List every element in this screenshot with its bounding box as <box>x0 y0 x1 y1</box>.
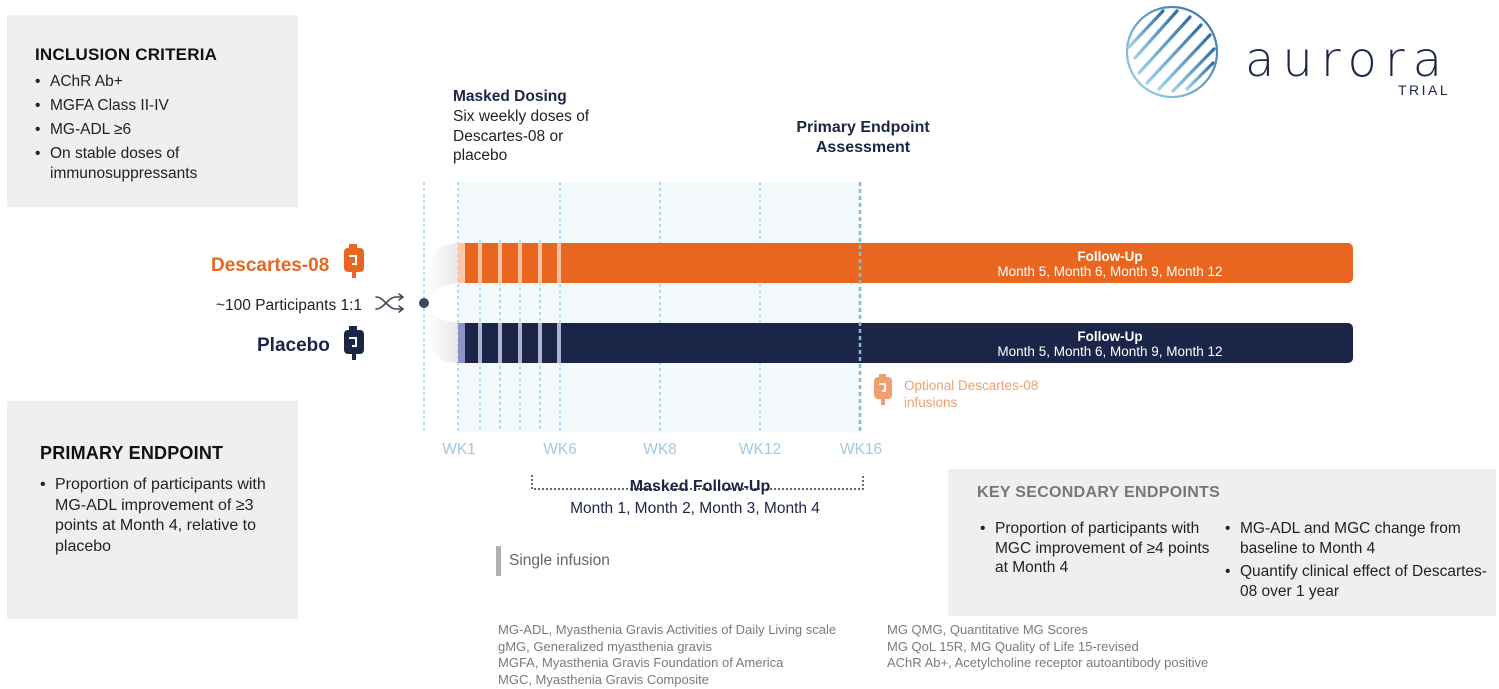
abbreviation-item: MG QoL 15R, MG Quality of Life 15-revise… <box>887 638 1139 654</box>
primary-endpoint-assessment-line2: Assessment <box>815 139 911 156</box>
iv-bag-orange-icon <box>344 244 364 278</box>
abbreviation-item: MGC, Myasthenia Gravis Composite <box>498 671 709 687</box>
randomization-fan-top <box>424 243 458 303</box>
list-item: MG-ADL ≥6 <box>35 120 285 140</box>
descartes-infusion-mark <box>478 243 482 283</box>
primary-endpoint-title: PRIMARY ENDPOINT <box>40 443 224 463</box>
placebo-infusion-mark <box>557 323 561 363</box>
descartes-infusion-mark <box>538 243 542 283</box>
iv-bag-navy-icon <box>344 326 364 360</box>
descartes-arm-bar <box>458 243 1353 283</box>
placebo-infusion-mark <box>478 323 482 363</box>
descartes-follow-up-label: Follow-Up Month 5, Month 6, Month 9, Mon… <box>860 249 1360 279</box>
masked-follow-up-months: Month 1, Month 2, Month 3, Month 4 <box>570 500 820 517</box>
list-item: Quantify clinical effect of Descartes-08… <box>1225 562 1487 601</box>
secondary-endpoints-title: KEY SECONDARY ENDPOINTS <box>977 484 1221 501</box>
placebo-follow-up-label: Follow-Up Month 5, Month 6, Month 9, Mon… <box>860 329 1360 359</box>
list-item: On stable doses of immunosuppressants <box>35 144 285 184</box>
masked-follow-up-title: Masked Follow-Up <box>629 478 771 495</box>
single-infusion-legend-label: Single infusion <box>509 552 610 569</box>
inclusion-criteria-title: INCLUSION CRITERIA <box>35 45 218 64</box>
abbreviations-right: MG QMG, Quantitative MG Scores MG QoL 15… <box>887 622 1267 672</box>
descartes-infusion-mark <box>518 243 522 283</box>
descartes-infusion-mark <box>557 243 561 283</box>
list-item: Proportion of participants with MG-ADL i… <box>40 475 280 557</box>
week-label-wk12: WK12 <box>738 441 782 458</box>
list-item: MGFA Class II-IV <box>35 96 285 116</box>
single-infusion-legend-swatch <box>496 546 501 576</box>
descartes-arm-label: Descartes-08 <box>211 255 330 276</box>
abbreviation-item: MG QMG, Quantitative MG Scores <box>887 622 1088 637</box>
logo-wordmark: aurora <box>1245 32 1451 88</box>
placebo-infusion-mark <box>538 323 542 363</box>
optional-infusions-label: Optional Descartes-08 infusions <box>904 378 1039 410</box>
masked-dosing-description: Six weekly doses of Descartes-08 or plac… <box>453 108 590 164</box>
aurora-logo-icon <box>1125 5 1219 99</box>
primary-endpoint-box: PRIMARY ENDPOINT Proportion of participa… <box>7 401 298 619</box>
inclusion-criteria-list: AChR Ab+ MGFA Class II-IV MG-ADL ≥6 On s… <box>35 72 285 188</box>
randomization-fan-bottom <box>424 303 458 363</box>
week-label-wk8: WK8 <box>643 441 677 458</box>
abbreviation-item: MGFA, Myasthenia Gravis Foundation of Am… <box>498 655 784 670</box>
list-item: MG-ADL and MGC change from baseline to M… <box>1225 519 1487 558</box>
follow-up-title: Follow-Up <box>1077 249 1143 264</box>
week-label-wk6: WK6 <box>543 441 577 458</box>
week-label-wk16: WK16 <box>839 441 883 458</box>
primary-endpoint-assessment-label: Primary Endpoint Assessment <box>780 118 946 158</box>
masked-dosing-title: Masked Dosing <box>453 88 567 105</box>
follow-up-months: Month 5, Month 6, Month 9, Month 12 <box>997 344 1223 359</box>
list-item: Proportion of participants with MGC impr… <box>980 519 1220 578</box>
abbreviations-left: MG-ADL, Myasthenia Gravis Activities of … <box>498 622 878 688</box>
follow-up-title: Follow-Up <box>1077 329 1143 344</box>
placebo-arm-bar <box>458 323 1353 363</box>
descartes-infusion-mark <box>498 243 502 283</box>
masked-period-shade <box>458 182 860 432</box>
list-item: AChR Ab+ <box>35 72 285 92</box>
primary-endpoint-assessment-line1: Primary Endpoint <box>796 119 930 136</box>
masked-follow-up-bracket <box>531 475 864 490</box>
primary-endpoint-list: Proportion of participants with MG-ADL i… <box>40 475 280 557</box>
participants-label: ~100 Participants 1:1 <box>216 297 363 314</box>
abbreviation-item: AChR Ab+, Acetylcholine receptor autoant… <box>887 655 1209 670</box>
inclusion-criteria-box: INCLUSION CRITERIA AChR Ab+ MGFA Class I… <box>7 15 298 207</box>
iv-bag-optional-icon <box>874 374 892 405</box>
follow-up-months: Month 5, Month 6, Month 9, Month 12 <box>997 264 1223 279</box>
secondary-endpoints-list-1: Proportion of participants with MGC impr… <box>980 519 1220 578</box>
secondary-endpoints-list-2: MG-ADL and MGC change from baseline to M… <box>1225 519 1487 605</box>
descartes-infusion-mark <box>458 243 465 283</box>
abbreviation-item: gMG, Generalized myasthenia gravis <box>498 638 712 654</box>
placebo-infusion-mark <box>458 323 465 363</box>
placebo-arm-label: Placebo <box>257 335 330 356</box>
randomization-dot <box>419 298 429 308</box>
shuffle-icon <box>375 293 404 313</box>
abbreviation-item: MG-ADL, Myasthenia Gravis Activities of … <box>498 622 837 637</box>
logo-subtitle: TRIAL <box>1398 82 1451 98</box>
placebo-infusion-mark <box>518 323 522 363</box>
week-label-wk1: WK1 <box>442 441 476 458</box>
placebo-infusion-mark <box>498 323 502 363</box>
secondary-endpoints-box: KEY SECONDARY ENDPOINTS Proportion of pa… <box>948 469 1496 616</box>
